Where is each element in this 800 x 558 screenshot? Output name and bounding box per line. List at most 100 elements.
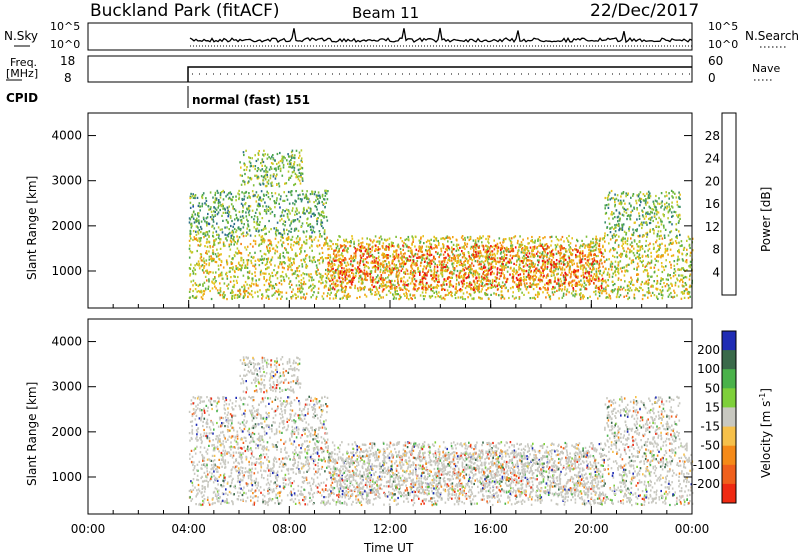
data-cell [352,265,354,267]
data-cell [358,277,360,279]
data-cell [290,222,292,224]
data-cell [375,245,377,247]
data-cell [546,243,548,245]
data-cell [546,289,548,291]
data-cell [232,257,234,259]
data-cell [201,228,203,230]
data-cell [546,256,548,258]
data-cell [478,280,480,282]
data-cell [496,277,498,279]
data-cell [257,216,259,218]
data-cell [556,259,558,261]
data-cell [585,272,587,274]
data-cell [544,245,546,247]
data-cell [366,250,368,252]
data-cell [663,282,665,284]
data-cell [348,296,350,298]
data-cell [222,278,224,280]
data-cell [605,281,607,283]
data-cell [536,283,538,285]
data-cell [452,253,454,255]
data-cell [293,244,295,246]
data-cell [512,248,514,250]
data-cell [359,264,361,266]
data-cell [366,237,368,239]
data-cell [529,259,531,261]
data-cell [250,260,252,262]
data-cell [421,259,423,261]
data-cell [417,260,419,262]
data-cell [406,293,408,295]
data-cell [679,258,681,260]
data-cell [295,255,297,257]
data-cell [589,296,591,298]
data-cell [398,284,400,286]
data-cell [189,233,191,235]
data-cell [315,261,317,263]
data-cell [358,240,360,242]
data-cell [285,248,287,250]
data-cell [224,227,226,229]
data-cell [298,197,300,199]
data-cell [223,266,225,268]
data-cell [324,206,326,208]
data-cell [230,237,232,239]
data-cell [525,286,527,288]
data-cell [229,255,231,257]
data-cell [341,259,343,261]
data-cell [326,281,328,283]
data-cell [479,267,481,269]
data-cell [518,258,520,260]
data-cell [292,236,294,238]
data-cell [371,249,373,251]
data-cell [415,253,417,255]
data-cell [246,259,248,261]
nave-tick-bottom: 0 [708,71,716,85]
data-cell [201,259,203,261]
data-cell [398,260,400,262]
data-cell [455,260,457,262]
freq-tick-top: 18 [60,54,75,68]
data-cell [287,213,289,215]
data-cell [396,255,398,257]
data-cell [434,258,436,260]
data-cell [592,265,594,267]
data-cell [224,282,226,284]
data-cell [328,269,330,271]
data-cell [292,295,294,297]
data-cell [631,250,633,252]
data-cell [648,290,650,292]
data-cell [274,287,276,289]
data-cell [392,245,394,247]
data-cell [649,262,651,264]
data-cell [524,257,526,259]
data-cell [283,255,285,257]
data-cell [604,241,606,243]
data-cell [550,298,552,300]
data-cell [418,257,420,259]
data-cell [236,235,238,237]
data-cell [375,248,377,250]
data-cell [433,292,435,294]
data-cell [303,283,305,285]
data-cell [537,246,539,248]
data-cell [407,280,409,282]
data-cell [469,255,471,257]
data-cell [655,264,657,266]
data-cell [463,252,465,254]
data-cell [239,264,241,266]
data-cell [286,275,288,277]
data-cell [224,234,226,236]
data-cell [290,191,292,193]
data-cell [662,278,664,280]
data-cell [612,263,614,265]
data-cell [189,296,191,298]
data-cell [256,284,258,286]
data-cell [220,264,222,266]
data-cell [633,284,635,286]
data-cell [271,192,273,194]
data-cell [686,259,688,261]
data-cell [586,277,588,279]
data-cell [299,239,301,241]
data-cell [404,252,406,254]
